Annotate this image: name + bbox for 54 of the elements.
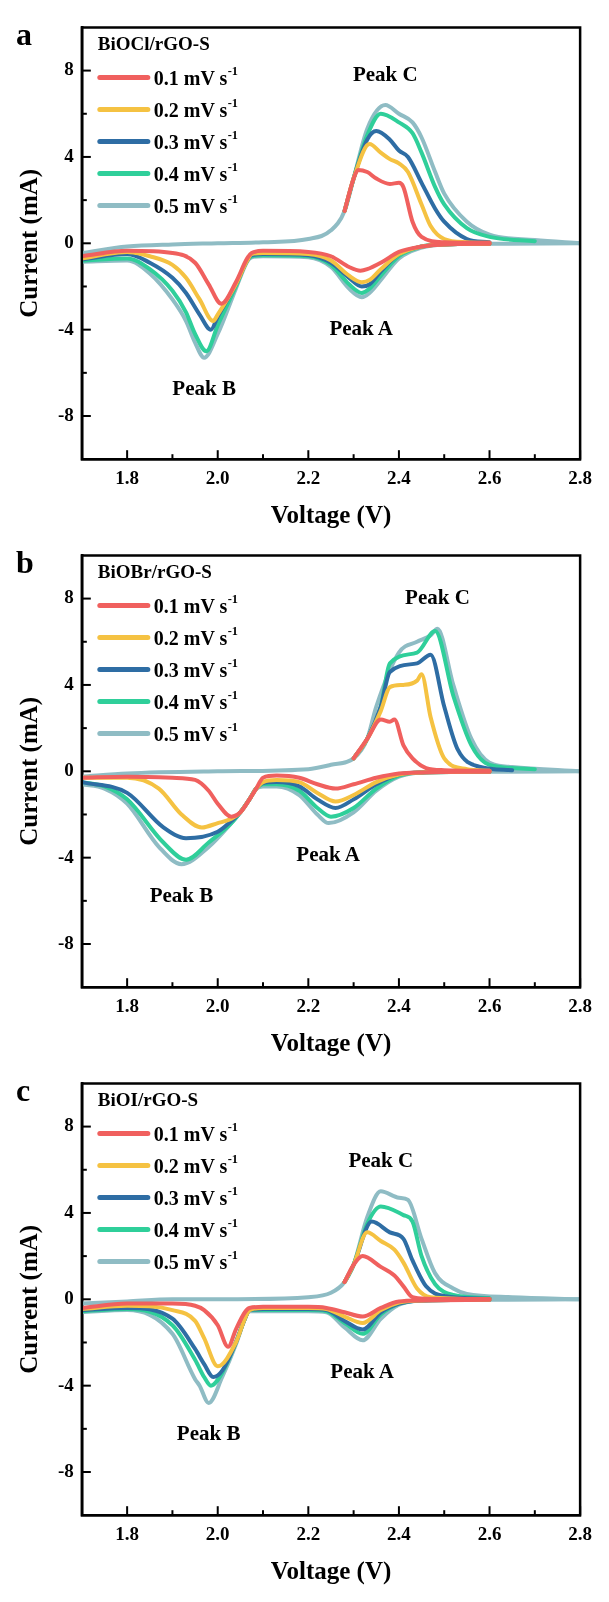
x-tick-label: 2.0 [205,466,230,488]
annotation: Peak A [329,315,394,340]
legend-title: BiOCl/rGO-S [97,33,210,55]
annotation: Peak B [172,376,236,401]
y-axis-title: Current (mA) [15,696,44,846]
y-tick-label: 4 [64,672,75,694]
y-tick-label: 0 [64,1287,74,1309]
x-tick-label: 2.4 [387,1522,412,1544]
legend-title: BiOI/rGO-S [97,1089,199,1111]
y-tick-label: -8 [58,403,74,425]
x-tick-label: 2.4 [387,466,412,488]
x-tick-label: 2.2 [296,994,321,1016]
chart-title: c [16,1072,31,1109]
y-tick-label: 8 [64,1114,74,1136]
y-tick-label: -8 [58,1459,74,1481]
x-tick-label: 2.4 [387,994,412,1016]
x-tick-label: 1.8 [115,466,139,488]
y-tick-label: 0 [64,759,74,781]
y-tick-label: -4 [58,1373,75,1395]
chart-title: b [16,544,34,581]
x-tick-label: 2.6 [477,466,502,488]
y-tick-label: 4 [64,1200,75,1222]
x-tick-label: 2.2 [296,1522,321,1544]
x-tick-label: 2.0 [205,1522,230,1544]
y-tick-label: 0 [64,231,74,253]
x-axis-title: Voltage (V) [270,1029,392,1058]
x-tick-label: 1.8 [115,1522,139,1544]
x-tick-label: 2.6 [477,994,502,1016]
y-tick-label: -4 [58,317,75,339]
x-axis-title: Voltage (V) [270,1557,392,1586]
x-tick-label: 2.0 [205,994,230,1016]
y-axis-title: Current (mA) [15,168,44,318]
y-tick-label: -8 [58,931,74,953]
annotation: Peak C [352,61,418,86]
y-tick-label: 4 [64,144,75,166]
x-axis-title: Voltage (V) [270,501,392,530]
x-tick-label: 1.8 [115,994,139,1016]
x-tick-label: 2.6 [477,1522,502,1544]
annotation: Peak A [330,1358,395,1383]
annotation: Peak A [296,841,361,866]
annotation: Peak B [176,1421,241,1446]
y-tick-label: 8 [64,58,74,80]
x-tick-label: 2.8 [568,1522,592,1544]
x-tick-label: 2.2 [296,466,321,488]
legend-title: BiOBr/rGO-S [97,561,212,583]
x-tick-label: 2.8 [568,466,592,488]
x-tick-label: 2.8 [568,994,592,1016]
annotation: Peak C [405,585,470,610]
y-tick-label: -4 [58,845,75,867]
annotation: Peak B [149,882,214,907]
annotation: Peak C [348,1147,414,1172]
chart-title: a [16,16,32,53]
y-axis-title: Current (mA) [15,1224,44,1374]
y-tick-label: 8 [64,586,74,608]
